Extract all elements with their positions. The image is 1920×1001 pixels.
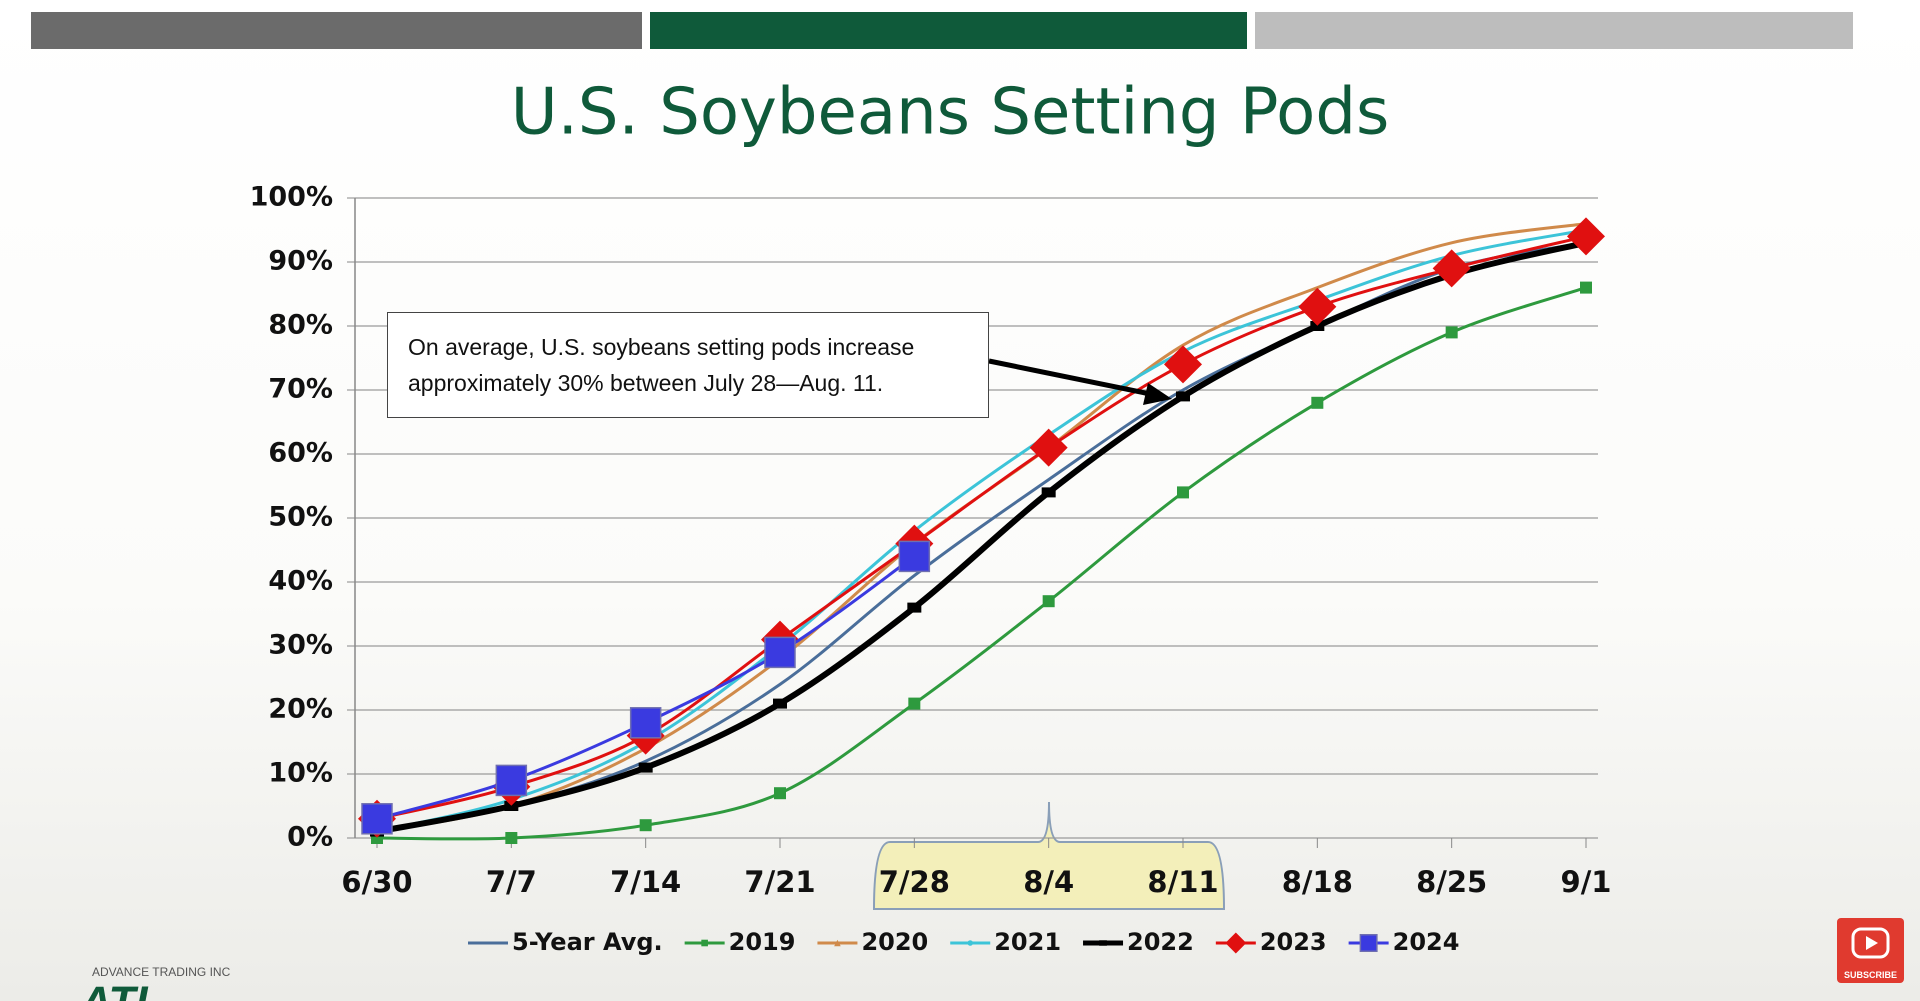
y-tick-label: 50% [268, 502, 333, 533]
top-bar [1255, 12, 1853, 49]
x-tick-label: 7/14 [610, 865, 681, 899]
subscribe-button[interactable]: SUBSCRIBE [1837, 918, 1904, 983]
series-line [376, 555, 916, 821]
y-tick-label: 40% [268, 566, 333, 597]
marker [967, 940, 973, 946]
marker [1176, 391, 1190, 402]
x-tick-label: 8/25 [1416, 865, 1487, 899]
play-icon [1851, 927, 1890, 959]
marker [1580, 281, 1592, 294]
chart-title: U.S. Soybeans Setting Pods [511, 76, 1390, 150]
x-tick-label: 7/21 [744, 865, 815, 899]
marker [1041, 487, 1056, 498]
y-tick-label: 0% [287, 822, 333, 853]
marker [495, 764, 528, 797]
plot: 0% 10% 20% 30% 40% 50% 60% 70% 80% 90% 100% 6/30 7/7… [250, 182, 1612, 900]
x-tick-label: 7/28 [879, 865, 950, 899]
marker [1432, 249, 1471, 288]
y-tick-label: 80% [268, 310, 333, 341]
marker [1164, 345, 1202, 384]
x-tick-label: 8/4 [1023, 865, 1074, 899]
series-line [376, 239, 1587, 835]
marker [1359, 934, 1378, 952]
y-tick-label: 100% [250, 182, 333, 213]
marker [629, 707, 662, 739]
marker [773, 698, 787, 709]
logo-text: ADVANCE TRADING INC [92, 965, 231, 979]
y-tick-label: 30% [268, 630, 333, 661]
legend-label: 2024 [1393, 928, 1460, 956]
legend: 5-Year Avg. 2019 2020 2021 2022 2023 2024 [468, 928, 1459, 956]
marker [361, 803, 393, 835]
x-tick-label: 8/18 [1282, 865, 1353, 899]
annotation: On average, U.S. soybeans setting pods i… [387, 312, 989, 418]
top-bar [650, 12, 1247, 49]
marker [764, 636, 796, 669]
marker [908, 697, 921, 710]
marker [504, 801, 519, 811]
marker [1298, 287, 1337, 326]
marker [701, 939, 708, 947]
y-tick-label: 90% [268, 246, 333, 277]
marker [774, 787, 786, 800]
marker [1567, 217, 1605, 256]
annotation-arrowhead [1143, 383, 1172, 405]
x-tick-label: 7/7 [486, 865, 537, 899]
legend-label: 2020 [861, 928, 928, 956]
logo-mark: ATI [79, 978, 148, 1001]
series-line [376, 286, 1587, 841]
y-tick-label: 70% [268, 374, 333, 405]
legend-label: 5-Year Avg. [512, 928, 663, 956]
marker [1042, 595, 1055, 608]
marker [1445, 326, 1458, 339]
legend-label: 2021 [994, 928, 1061, 956]
marker [1177, 486, 1189, 499]
subscribe-label: SUBSCRIBE [1843, 970, 1897, 980]
legend-label: 2019 [729, 928, 796, 956]
marker [639, 819, 652, 832]
legend-label: 2022 [1127, 928, 1194, 956]
top-bar [31, 12, 642, 49]
x-tick-label: 6/30 [341, 865, 412, 899]
marker [1311, 396, 1324, 409]
y-tick-label: 20% [268, 694, 333, 725]
marker [638, 762, 653, 773]
marker [907, 602, 922, 613]
series-line [376, 234, 1587, 821]
series-line [376, 228, 1587, 834]
annotation-arrow [988, 358, 1161, 399]
y-tick-label: 10% [268, 758, 333, 789]
marker [898, 540, 931, 573]
marker [505, 832, 518, 844]
marker [1099, 940, 1107, 946]
x-tick-label: 9/1 [1561, 865, 1612, 899]
marker [1029, 428, 1068, 467]
x-tick-label: 8/11 [1147, 865, 1218, 899]
y-tick-label: 60% [268, 438, 333, 469]
marker [1225, 932, 1247, 954]
marker [834, 939, 841, 947]
legend-label: 2023 [1260, 928, 1327, 956]
highlight-bracket [872, 801, 1226, 910]
marker [1310, 321, 1325, 331]
